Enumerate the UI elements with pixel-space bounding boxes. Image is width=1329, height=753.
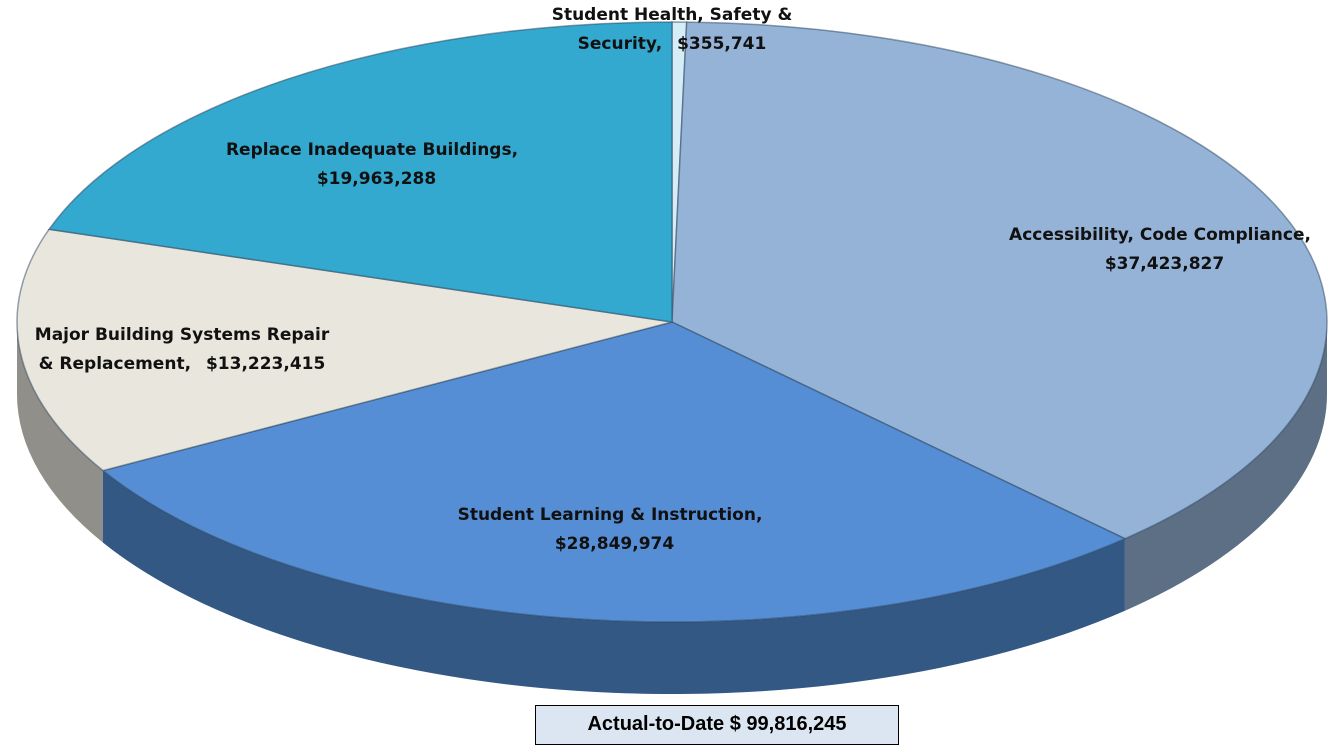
category-name: Student Health, Safety & Security, xyxy=(551,5,793,54)
value-label: $28,849,974 xyxy=(554,534,675,554)
slice xyxy=(16,228,673,472)
value-label: $355,741 xyxy=(677,34,767,54)
slice-side xyxy=(103,470,1125,694)
category-name: Student Learning & Instruction, xyxy=(457,505,763,525)
slice-label: Student Health, Safety & Security, $355,… xyxy=(522,1,822,59)
slice-label: Replace Inadequate Buildings, $19,963,28… xyxy=(222,136,522,194)
value-label: $19,963,288 xyxy=(316,169,437,189)
slice-side xyxy=(17,322,104,543)
slice xyxy=(47,21,673,323)
category-name: Major Building Systems Repair & Replacem… xyxy=(34,325,330,374)
category-name: Replace Inadequate Buildings, xyxy=(225,140,519,160)
category-name: Accessibility, Code Compliance, xyxy=(1009,225,1311,245)
slice xyxy=(101,321,1127,623)
total-box: Actual-to-Date $ 99,816,245 xyxy=(535,705,899,745)
slice xyxy=(671,21,1328,540)
slice-side xyxy=(1124,322,1327,611)
side-shade xyxy=(17,322,104,543)
value-label: $37,423,827 xyxy=(1104,254,1225,274)
slice-label: Major Building Systems Repair & Replacem… xyxy=(32,321,332,379)
side-shade xyxy=(103,470,1125,694)
slice-label: Accessibility, Code Compliance, $37,423,… xyxy=(995,221,1325,279)
value-label: $13,223,415 xyxy=(205,354,326,374)
pie-plot xyxy=(16,21,1328,694)
side-shade xyxy=(1124,322,1327,611)
slice-label: Student Learning & Instruction, $28,849,… xyxy=(450,501,770,559)
